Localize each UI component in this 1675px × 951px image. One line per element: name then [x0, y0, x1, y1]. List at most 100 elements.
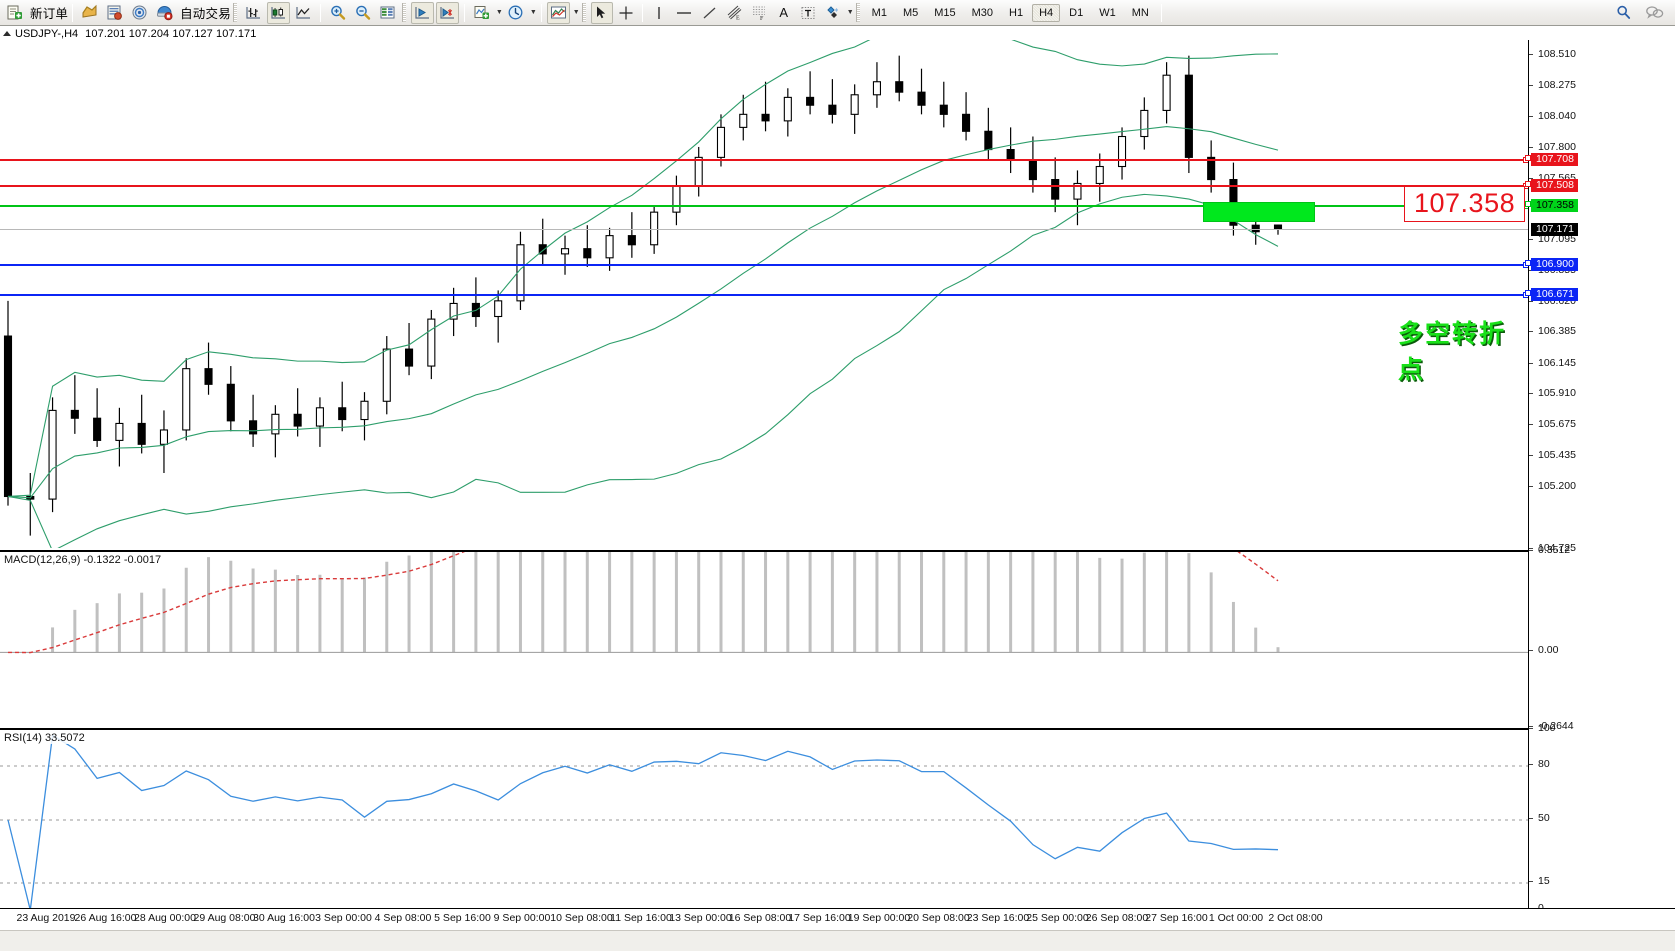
period-icon[interactable] — [504, 2, 527, 24]
price-label-pivot[interactable]: 107.358 — [1525, 198, 1578, 212]
macd-label: MACD(12,26,9) -0.1322 -0.0017 — [4, 554, 162, 566]
rsi-pane[interactable]: RSI(14) 33.5072 — [0, 728, 1528, 908]
main-toolbar: 新订单 自动交易 — [0, 0, 1675, 26]
trendline-icon[interactable] — [698, 2, 721, 24]
shapes-icon[interactable] — [821, 2, 844, 24]
timeframe-m5[interactable]: M5 — [902, 6, 919, 19]
price-pane[interactable]: 107.358 多空转折点 — [0, 40, 1528, 548]
new-order-label[interactable]: 新订单 — [30, 7, 69, 21]
price-tick: 104.725 — [1529, 543, 1576, 554]
indicators-dropdown-caret[interactable]: ▼ — [495, 9, 503, 16]
line-chart-icon[interactable] — [292, 2, 315, 24]
pivot-price-callout: 107.358 — [1404, 185, 1526, 222]
time-tick: 9 Sep 00:00 — [493, 912, 551, 924]
auto-scroll-icon[interactable] — [435, 1, 459, 24]
pivot-zone-highlight[interactable] — [1203, 202, 1315, 223]
toolbar-separator-2 — [319, 3, 321, 22]
status-bar — [0, 930, 1675, 951]
autotrade-icon[interactable] — [153, 2, 176, 24]
level-handle[interactable] — [1525, 260, 1531, 267]
symbol-info-bar: USDJPY-,H4 107.201 107.204 107.127 107.1… — [0, 27, 1675, 40]
timeframe-m15[interactable]: M15 — [934, 6, 956, 19]
last-price-line — [0, 228, 1528, 230]
time-tick: 23 Sep 16:00 — [966, 912, 1030, 924]
timeframe-mn[interactable]: MN — [1131, 6, 1149, 19]
toolbar-separator-3 — [463, 3, 465, 22]
zoom-out-icon[interactable] — [351, 2, 374, 24]
price-label-resistance[interactable]: 107.708 — [1525, 152, 1578, 166]
chat-icon[interactable] — [1642, 2, 1667, 24]
terminal-icon[interactable] — [128, 2, 151, 24]
price-label-support[interactable]: 106.671 — [1525, 288, 1578, 302]
grid-icon[interactable] — [376, 2, 399, 24]
time-tick: 4 Sep 08:00 — [374, 912, 432, 924]
zoom-in-icon[interactable] — [326, 2, 349, 24]
level-handle[interactable] — [1525, 290, 1531, 297]
macd-pane[interactable]: MACD(12,26,9) -0.1322 -0.0017 — [0, 550, 1528, 726]
search-icon[interactable] — [1612, 2, 1635, 24]
timeframe-h4[interactable]: H4 — [1032, 3, 1061, 22]
macd-tick: 0.00 — [1529, 645, 1558, 656]
timeframe-m1[interactable]: M1 — [871, 6, 887, 19]
candlestick-chart-icon[interactable] — [266, 1, 290, 24]
text-icon[interactable] — [797, 2, 819, 24]
horizontal-line-icon[interactable] — [672, 2, 696, 24]
timeframe-d1[interactable]: D1 — [1069, 6, 1084, 19]
price-tick: 105.675 — [1529, 419, 1576, 430]
time-tick: 11 Sep 16:00 — [610, 912, 672, 924]
indicators-icon[interactable] — [470, 2, 493, 24]
new-order-icon[interactable] — [3, 2, 26, 24]
price-label-last-price[interactable]: 107.171 — [1531, 222, 1578, 236]
time-tick: 13 Sep 00:00 — [669, 912, 732, 924]
time-tick: 23 Aug 2019 — [16, 912, 76, 924]
collapse-triangle-icon[interactable] — [3, 31, 11, 36]
price-tick: 107.095 — [1529, 233, 1576, 245]
price-series — [3, 40, 1283, 548]
price-scale[interactable]: 108.510 108.275 108.040 107.800 107.565 107.3… — [1525, 40, 1675, 914]
toolbar-gripper-3 — [581, 3, 586, 22]
time-tick: 1 Oct 00:00 — [1208, 912, 1264, 924]
macd-tick: 0.3512 — [1529, 545, 1570, 556]
templates-icon[interactable] — [546, 1, 570, 24]
time-tick: 5 Sep 16:00 — [434, 912, 491, 924]
rsi-label: RSI(14) 33.5072 — [4, 732, 85, 744]
channel-icon[interactable]: E — [723, 2, 746, 24]
price-label-resistance[interactable]: 107.508 — [1525, 179, 1578, 193]
period-dropdown-caret[interactable]: ▼ — [529, 9, 537, 16]
shapes-dropdown-caret[interactable]: ▼ — [846, 9, 854, 16]
price-tick: 106.385 — [1529, 326, 1576, 337]
crosshair-icon[interactable] — [615, 2, 637, 24]
autotrade-label[interactable]: 自动交易 — [180, 7, 231, 21]
level-handle[interactable] — [1525, 200, 1531, 207]
price-label-support[interactable]: 106.900 — [1525, 258, 1578, 272]
chart-area[interactable]: 107.358 多空转折点 MACD(12,26,9) -0.1322 -0.0… — [0, 40, 1675, 951]
timeframe-w1[interactable]: W1 — [1099, 6, 1116, 19]
rsi-tick: 15 — [1529, 876, 1550, 887]
text-label-icon[interactable]: A — [779, 5, 789, 20]
svg-text:F: F — [760, 16, 764, 21]
bar-chart-icon[interactable] — [242, 2, 265, 24]
timeframe-h1[interactable]: H1 — [1009, 6, 1024, 19]
time-tick: 27 Sep 16:00 — [1145, 912, 1208, 924]
symbol-timeframe-label: USDJPY-,H4 — [15, 27, 79, 40]
templates-dropdown-caret[interactable]: ▼ — [572, 9, 580, 16]
chart-shift-icon[interactable] — [410, 1, 434, 24]
toolbar-gripper-1 — [232, 3, 237, 22]
fibonacci-icon[interactable]: F — [748, 2, 771, 24]
time-tick: 10 Sep 08:00 — [550, 912, 613, 924]
price-tick: 108.275 — [1529, 79, 1576, 91]
time-tick: 26 Aug 16:00 — [74, 912, 137, 924]
cursor-icon[interactable] — [590, 1, 613, 24]
rsi-tick: 80 — [1529, 759, 1550, 770]
price-tick: 105.435 — [1529, 450, 1576, 461]
vertical-line-icon[interactable] — [648, 2, 670, 24]
level-handle[interactable] — [1525, 181, 1531, 188]
svg-text:E: E — [736, 16, 740, 22]
timeframe-m30[interactable]: M30 — [971, 6, 994, 19]
level-handle[interactable] — [1525, 154, 1531, 161]
navigator-icon[interactable] — [103, 2, 126, 24]
toolbar-separator-6 — [1160, 3, 1162, 22]
time-scale[interactable]: 23 Aug 2019 26 Aug 16:00 28 Aug 00:00 29 Au… — [0, 908, 1675, 930]
ohlc-values: 107.201 107.204 107.127 107.171 — [85, 27, 257, 40]
data-window-icon[interactable] — [78, 2, 101, 24]
